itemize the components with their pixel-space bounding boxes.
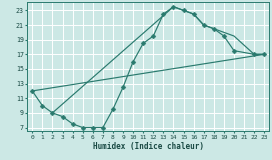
X-axis label: Humidex (Indice chaleur): Humidex (Indice chaleur)	[93, 142, 204, 152]
